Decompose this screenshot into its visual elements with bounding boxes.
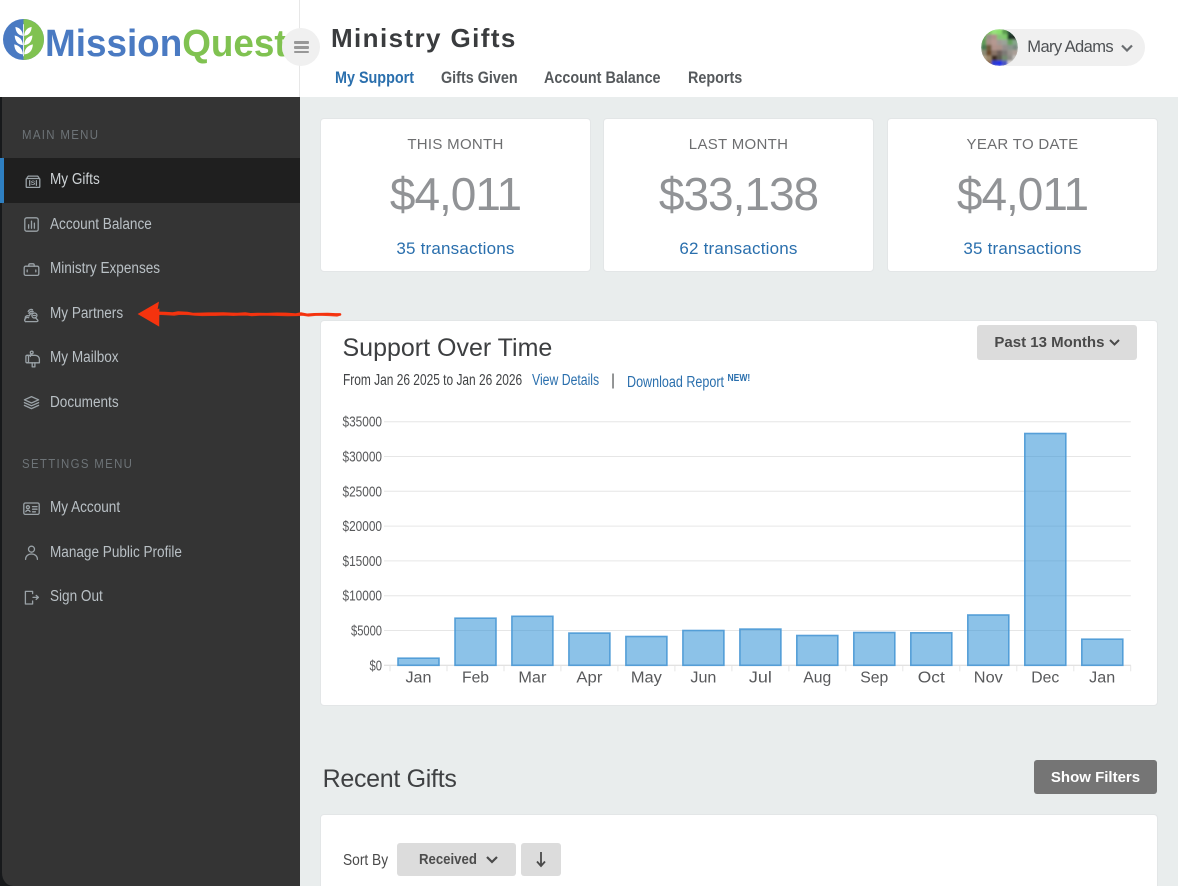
svg-text:Feb: Feb: [462, 670, 489, 687]
svg-text:$30000: $30000: [343, 449, 383, 466]
svg-text:$20000: $20000: [343, 518, 383, 535]
svg-text:Apr: Apr: [576, 670, 602, 687]
svg-text:May: May: [631, 670, 662, 687]
svg-text:$35000: $35000: [343, 414, 383, 431]
svg-text:$0: $0: [370, 657, 383, 674]
svg-text:Mar: Mar: [518, 670, 546, 687]
svg-text:Aug: Aug: [803, 670, 831, 687]
svg-text:Oct: Oct: [918, 670, 946, 687]
svg-text:$15000: $15000: [343, 553, 383, 570]
svg-text:$25000: $25000: [343, 483, 383, 500]
svg-text:Jul: Jul: [749, 670, 772, 687]
svg-text:Jun: Jun: [690, 670, 716, 687]
svg-text:Nov: Nov: [974, 670, 1003, 687]
svg-text:Sep: Sep: [860, 670, 888, 687]
svg-text:$10000: $10000: [343, 588, 383, 605]
svg-text:S: S: [31, 180, 36, 187]
svg-text:Dec: Dec: [1031, 670, 1059, 687]
svg-text:Jan: Jan: [406, 670, 432, 687]
svg-text:Jan: Jan: [1089, 670, 1115, 687]
svg-text:$5000: $5000: [351, 623, 382, 640]
